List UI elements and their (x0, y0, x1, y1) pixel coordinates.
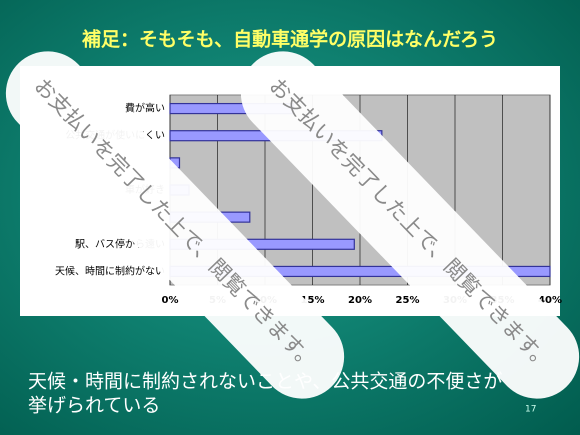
slide-title: 補足：そもそも、自動車通学の原因はなんだろう (81, 28, 498, 51)
y-tick-label: 天候、時間に制約がない (55, 264, 165, 277)
x-tick-label: 0% (162, 295, 179, 306)
x-tick-label: 15% (301, 295, 325, 306)
y-tick-label: 費が高い (125, 102, 165, 115)
x-tick-label: 40% (538, 295, 562, 306)
page-number: 17 (525, 405, 536, 415)
caption-line: 挙げられている (28, 395, 160, 417)
x-tick-label: 25% (396, 295, 420, 306)
caption-line: 天候・時間に制約されないことや、公共交通の不便さが (28, 371, 502, 393)
watermark-band (240, 51, 580, 399)
watermark-band (5, 51, 345, 399)
x-tick-label: 20% (348, 295, 372, 306)
